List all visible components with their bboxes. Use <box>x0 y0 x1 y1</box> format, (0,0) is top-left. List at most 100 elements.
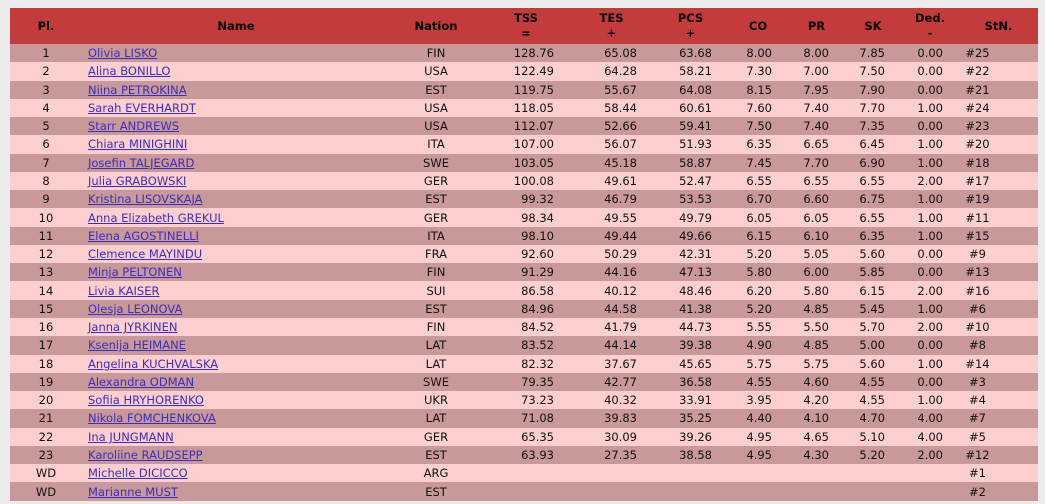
col-header-label: StN. <box>984 18 1013 33</box>
start-number-cell: #2 <box>959 482 1038 501</box>
tes-cell <box>570 482 653 501</box>
table-row: 21 Nikola FOMCHENKOVA LAT 71.08 39.83 35.25 4.… <box>10 409 1038 428</box>
skater-link[interactable]: Marianne MUST <box>88 484 178 499</box>
skater-link[interactable]: Anna Elizabeth GREKUL <box>88 210 224 225</box>
name-cell: Marianne MUST <box>82 482 390 501</box>
tss-cell: 98.34 <box>482 208 570 227</box>
start-number-cell: #3 <box>959 372 1038 392</box>
skater-link[interactable]: Chiara MINIGHINI <box>88 137 188 152</box>
pcs-cell: 39.38 <box>653 336 728 355</box>
place-cell: 6 <box>10 135 82 154</box>
col-header-tes: TES + <box>570 8 653 44</box>
pcs-cell: 36.58 <box>653 372 728 392</box>
pcs-cell: 60.61 <box>653 98 728 118</box>
start-number-cell: #6 <box>959 299 1038 318</box>
skater-link[interactable]: Livia KAISER <box>88 283 160 298</box>
skater-link[interactable]: Elena AGOSTINELLI <box>88 228 199 243</box>
skater-link[interactable]: Niina PETROKINA <box>88 82 187 97</box>
skater-link[interactable]: Clemence MAYINDU <box>88 247 203 262</box>
sk-cell: 5.60 <box>845 354 901 373</box>
nation-cell: SWE <box>390 372 482 392</box>
co-cell: 8.15 <box>728 80 788 99</box>
pcs-cell: 38.58 <box>653 445 728 465</box>
tes-cell: 46.79 <box>570 190 653 209</box>
skater-link[interactable]: Ksenija HEIMANE <box>88 338 186 353</box>
pcs-cell: 41.38 <box>653 299 728 318</box>
tss-cell: 103.05 <box>482 153 570 172</box>
skater-link[interactable]: Angelina KUCHVALSKA <box>88 356 219 371</box>
nation-cell: GER <box>390 208 482 227</box>
sk-cell: 7.50 <box>845 62 901 81</box>
place-cell: 20 <box>10 391 82 410</box>
skater-link[interactable]: Sofiia HRYHORENKO <box>88 393 204 408</box>
co-cell: 5.75 <box>728 354 788 373</box>
co-cell <box>728 482 788 501</box>
ded-cell: 1.00 <box>901 391 959 410</box>
skater-link[interactable]: Starr ANDREWS <box>88 119 180 134</box>
table-row: 23 Karoliine RAUDSEPP EST 63.93 27.35 38.58 4.… <box>10 445 1038 465</box>
tes-cell: 39.83 <box>570 409 653 428</box>
skater-link[interactable]: Julia GRABOWSKI <box>88 173 187 188</box>
co-cell: 5.55 <box>728 317 788 337</box>
place-cell: 10 <box>10 208 82 227</box>
nation-cell: USA <box>390 98 482 118</box>
start-number-cell: #22 <box>959 62 1038 81</box>
skater-link[interactable]: Nikola FOMCHENKOVA <box>88 411 216 426</box>
pr-cell: 8.00 <box>788 44 845 63</box>
skater-link[interactable]: Olivia LISKO <box>88 46 158 61</box>
skater-link[interactable]: Alexandra ODMAN <box>88 374 195 389</box>
skater-link[interactable]: Olesja LEONOVA <box>88 301 183 316</box>
name-cell: Chiara MINIGHINI <box>82 135 390 154</box>
ded-cell: 2.00 <box>901 281 959 300</box>
nation-cell: ARG <box>390 464 482 483</box>
skater-link[interactable]: Josefin TALJEGARD <box>88 155 195 170</box>
tss-cell: 98.10 <box>482 226 570 245</box>
sk-cell: 6.15 <box>845 281 901 300</box>
col-header-sk: SK <box>845 8 901 44</box>
tss-cell: 86.58 <box>482 281 570 300</box>
tes-cell: 40.12 <box>570 281 653 300</box>
co-cell: 4.95 <box>728 427 788 446</box>
nation-cell: FIN <box>390 263 482 282</box>
co-cell <box>728 464 788 483</box>
nation-cell: EST <box>390 445 482 465</box>
tss-cell: 79.35 <box>482 372 570 392</box>
skater-link[interactable]: Janna JYRKINEN <box>88 320 178 335</box>
skater-link[interactable]: Ina JUNGMANN <box>88 429 174 444</box>
tes-cell: 44.58 <box>570 299 653 318</box>
tss-cell <box>482 482 570 501</box>
skater-link[interactable]: Sarah EVERHARDT <box>88 100 196 115</box>
tes-cell: 45.18 <box>570 153 653 172</box>
ded-cell: 1.00 <box>901 354 959 373</box>
col-header-pcs: PCS + <box>653 8 728 44</box>
sk-cell: 7.70 <box>845 98 901 118</box>
pcs-cell: 53.53 <box>653 190 728 209</box>
table-row: 11 Elena AGOSTINELLI ITA 98.10 49.44 49.66 6.1… <box>10 226 1038 245</box>
start-number-cell: #25 <box>959 44 1038 63</box>
tss-cell: 84.52 <box>482 317 570 337</box>
ded-cell: 1.00 <box>901 135 959 154</box>
tes-cell: 27.35 <box>570 445 653 465</box>
pcs-cell: 39.26 <box>653 427 728 446</box>
co-cell: 7.60 <box>728 98 788 118</box>
start-number-cell: #4 <box>959 391 1038 410</box>
table-body: 1 Olivia LISKO FIN 128.76 65.08 63.68 8.00 8.00… <box>10 44 1038 501</box>
tss-cell: 112.07 <box>482 117 570 136</box>
pr-cell: 4.30 <box>788 445 845 465</box>
skater-link[interactable]: Michelle DICICCO <box>88 466 188 481</box>
skater-link[interactable]: Karoliine RAUDSEPP <box>88 447 203 462</box>
ded-cell: 1.00 <box>901 299 959 318</box>
name-cell: Elena AGOSTINELLI <box>82 226 390 245</box>
place-cell: 22 <box>10 427 82 446</box>
start-number-cell: #18 <box>959 153 1038 172</box>
col-header-label: CO <box>748 18 768 33</box>
pr-cell: 6.60 <box>788 190 845 209</box>
pcs-cell: 63.68 <box>653 44 728 63</box>
skater-link[interactable]: Minja PELTONEN <box>88 265 182 280</box>
co-cell: 6.70 <box>728 190 788 209</box>
skater-link[interactable]: Alina BONILLO <box>88 64 171 79</box>
skater-link[interactable]: Kristina LISOVSKAJA <box>88 192 203 207</box>
table-row: 18 Angelina KUCHVALSKA LAT 82.32 37.67 45.65 5… <box>10 354 1038 373</box>
col-header-label: TES <box>599 11 624 25</box>
